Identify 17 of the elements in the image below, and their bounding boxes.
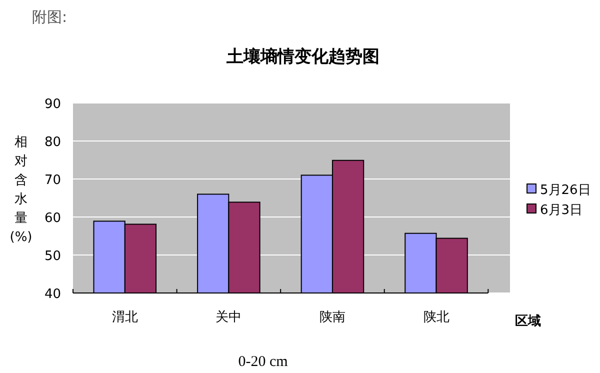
legend-label: 5月26日	[540, 183, 591, 198]
legend-label: 6月3日	[540, 203, 583, 218]
x-axis-title: 区域	[515, 314, 541, 329]
y-tick-label: 50	[44, 249, 61, 264]
x-tick-label: 关中	[216, 310, 242, 325]
x-tick-label: 陕北	[423, 310, 450, 325]
text: 0-20 cm	[238, 354, 288, 370]
chart-title: 土壤墒情变化趋势图	[226, 47, 380, 67]
x-tick-label: 陕南	[319, 310, 346, 325]
y-tick-label: 90	[44, 97, 61, 112]
y-tick-label: 60	[44, 211, 61, 226]
y-tick-label: 70	[44, 173, 61, 188]
y-tick-label: 80	[44, 135, 61, 150]
y-axis-title: 相对含水量(%)	[10, 135, 32, 245]
x-tick-label: 渭北	[112, 310, 138, 325]
y-tick-label: 40	[44, 287, 61, 302]
text: 附图:	[32, 8, 68, 26]
